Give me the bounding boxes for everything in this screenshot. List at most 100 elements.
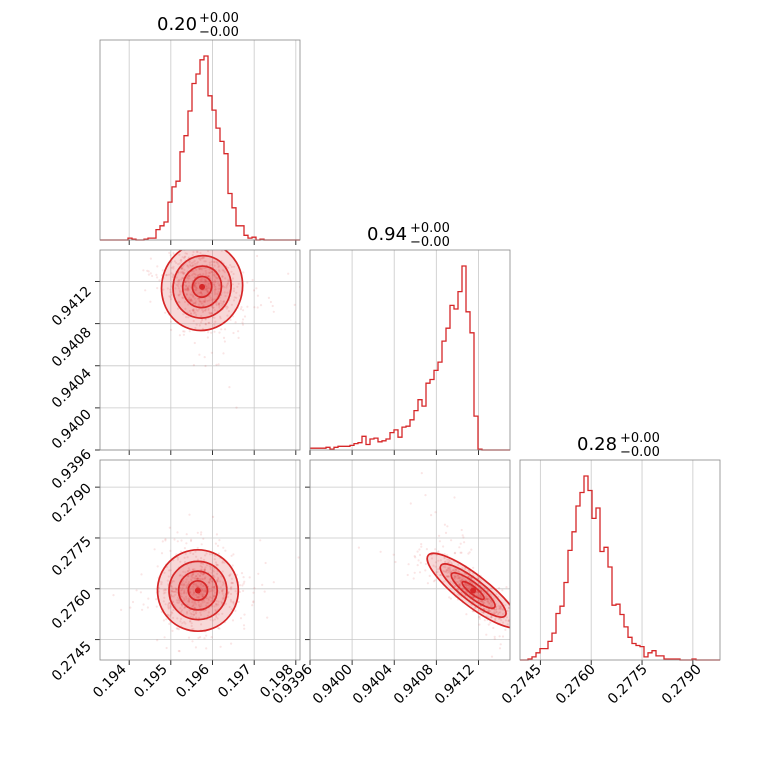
sample-point xyxy=(237,336,240,339)
sample-point xyxy=(170,261,173,264)
sample-point xyxy=(222,588,225,591)
sample-point xyxy=(200,268,204,271)
sample-point xyxy=(177,556,180,559)
sample-point xyxy=(495,610,498,613)
sample-point xyxy=(207,307,210,310)
sample-point xyxy=(184,287,187,290)
sample-point xyxy=(463,572,466,575)
sample-point xyxy=(203,300,207,303)
sample-point xyxy=(202,584,206,587)
sample-point xyxy=(192,308,195,311)
sample-point xyxy=(158,586,161,590)
sample-point xyxy=(214,280,217,283)
sample-point xyxy=(271,304,274,308)
sample-point xyxy=(217,263,220,266)
sample-point xyxy=(191,265,194,268)
sample-point xyxy=(502,621,505,624)
sample-point xyxy=(181,276,184,279)
sample-point xyxy=(446,561,449,564)
sample-point xyxy=(215,304,218,307)
sample-point xyxy=(174,593,177,596)
sample-point xyxy=(414,556,417,559)
sample-point xyxy=(208,264,211,267)
sample-point xyxy=(232,290,235,293)
sample-point xyxy=(112,594,115,597)
scatter-panel-1-2 xyxy=(95,249,301,455)
sample-point xyxy=(446,575,449,578)
sample-point xyxy=(217,600,220,603)
sample-point xyxy=(192,261,195,264)
sample-point xyxy=(512,589,514,591)
sample-point xyxy=(196,596,199,599)
sample-point xyxy=(181,622,184,625)
sample-point xyxy=(170,581,173,584)
sample-point xyxy=(201,594,204,597)
sample-point xyxy=(187,597,190,600)
sample-point xyxy=(198,282,201,285)
sample-point xyxy=(211,580,214,583)
sample-point xyxy=(198,299,201,302)
sample-point xyxy=(175,587,178,590)
sample-point xyxy=(208,553,212,556)
sample-point xyxy=(180,267,183,270)
sample-point xyxy=(206,285,209,288)
sample-point xyxy=(485,608,488,611)
sample-point xyxy=(210,331,213,334)
panel-border xyxy=(519,459,721,661)
sample-point xyxy=(293,303,296,306)
sample-point xyxy=(434,511,437,514)
sample-point xyxy=(193,284,196,287)
sample-point xyxy=(210,270,213,273)
title-2-minus: −0.00 xyxy=(410,235,450,250)
sample-point xyxy=(223,596,226,600)
sample-point xyxy=(418,571,422,574)
sample-point xyxy=(239,308,242,311)
sample-point xyxy=(204,323,207,326)
sample-point xyxy=(142,269,145,272)
sample-point xyxy=(198,257,201,260)
sample-point xyxy=(196,261,199,264)
sample-point xyxy=(162,589,165,592)
sample-point xyxy=(182,271,185,274)
sample-point xyxy=(222,352,225,355)
sample-point xyxy=(233,296,236,299)
sample-point xyxy=(199,568,202,571)
sample-point xyxy=(218,283,221,287)
sample-point xyxy=(187,289,190,292)
sample-point xyxy=(164,603,167,606)
sample-point xyxy=(188,281,191,284)
sample-point xyxy=(185,316,188,319)
sample-point xyxy=(188,296,191,299)
sample-point xyxy=(175,588,178,591)
sample-point xyxy=(195,287,198,290)
sample-point xyxy=(501,635,505,638)
sample-point xyxy=(448,559,451,562)
sample-point xyxy=(180,277,183,280)
histogram-panel-2 xyxy=(309,249,511,455)
sample-point xyxy=(237,330,240,333)
sample-point xyxy=(195,268,198,271)
sample-point xyxy=(195,584,198,587)
sample-point xyxy=(172,590,175,593)
sample-point xyxy=(413,571,416,574)
sample-point xyxy=(213,309,216,312)
sample-point xyxy=(223,286,226,289)
sample-point xyxy=(201,601,204,604)
sample-point xyxy=(434,548,437,551)
sample-point xyxy=(171,629,174,633)
sample-point xyxy=(188,620,192,623)
sample-point xyxy=(515,624,517,626)
sample-point xyxy=(201,566,204,569)
sample-point xyxy=(186,280,190,283)
sample-point xyxy=(201,302,204,305)
sample-point xyxy=(498,635,501,638)
sample-point xyxy=(229,573,232,576)
sample-point xyxy=(200,571,203,575)
sample-point xyxy=(183,584,186,587)
sample-point xyxy=(203,300,206,303)
sample-point xyxy=(208,286,211,289)
title-param-1: 0.20 +0.00 −0.00 xyxy=(157,11,239,40)
sample-point xyxy=(195,575,198,578)
sample-point xyxy=(176,558,179,561)
sample-point xyxy=(468,586,471,589)
